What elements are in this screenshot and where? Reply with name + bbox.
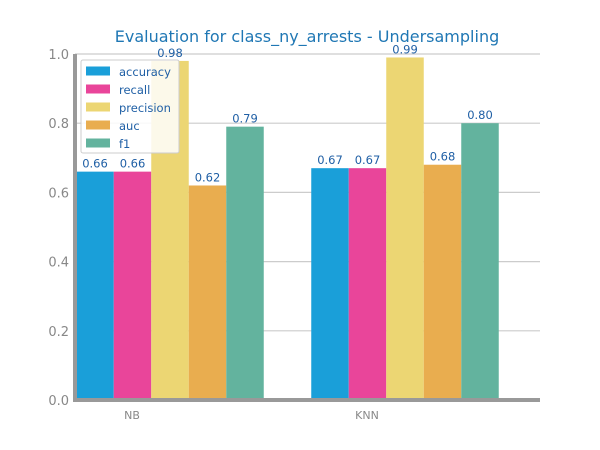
data-label-precision-knn: 0.99 (392, 42, 418, 56)
bar-precision-knn (386, 57, 424, 401)
bar-accuracy-knn (311, 168, 349, 400)
legend-swatch-recall (86, 84, 110, 94)
bar-auc-nb (188, 185, 227, 400)
data-label-f1-nb: 0.79 (232, 112, 258, 126)
y-tick-label: 0.2 (48, 325, 69, 340)
bar-auc-knn (423, 164, 462, 400)
legend-swatch-precision (86, 102, 110, 112)
legend-label-accuracy: accuracy (119, 65, 171, 79)
data-label-auc-knn: 0.68 (430, 150, 456, 164)
legend-label-precision: precision (119, 101, 171, 115)
data-label-auc-nb: 0.62 (195, 170, 221, 184)
x-tick-label: KNN (355, 409, 379, 422)
data-label-f1-knn: 0.80 (467, 108, 493, 122)
y-tick-label: 0.8 (48, 117, 69, 132)
legend-swatch-f1 (86, 138, 110, 148)
x-tick-label: NB (124, 409, 140, 422)
data-label-recall-nb: 0.66 (120, 157, 146, 171)
bar-recall-knn (348, 168, 387, 400)
bar-f1-knn (461, 123, 499, 400)
bar-accuracy-nb (76, 171, 114, 400)
data-label-accuracy-nb: 0.66 (82, 157, 108, 171)
bar-f1-nb (226, 126, 264, 400)
y-tick-label: 0.0 (48, 394, 69, 409)
legend-swatch-auc (86, 120, 110, 130)
tick-labels: 0.0 0.2 0.4 0.6 0.8 1.0 NB KNN (48, 48, 379, 422)
y-tick-label: 0.6 (48, 186, 69, 201)
legend-box (80, 59, 180, 154)
legend-swatch-accuracy (86, 66, 110, 76)
legend: accuracy recall precision auc f1 (80, 59, 180, 154)
y-tick-label: 1.0 (48, 48, 69, 63)
chart-title: Evaluation for class_ny_arrests - Unders… (115, 27, 499, 47)
y-tick-label: 0.4 (48, 256, 69, 271)
data-label-recall-knn: 0.67 (355, 153, 381, 167)
legend-label-auc: auc (119, 119, 140, 133)
legend-label-f1: f1 (119, 137, 130, 151)
axes (73, 54, 540, 402)
legend-label-recall: recall (119, 83, 150, 97)
value-labels: 0.66 0.66 0.98 0.62 0.79 0.67 0.67 0.99 0.68 0.80 (82, 42, 493, 184)
data-label-precision-nb: 0.98 (157, 46, 183, 60)
bar-recall-nb (113, 171, 152, 400)
data-label-accuracy-knn: 0.67 (317, 153, 343, 167)
